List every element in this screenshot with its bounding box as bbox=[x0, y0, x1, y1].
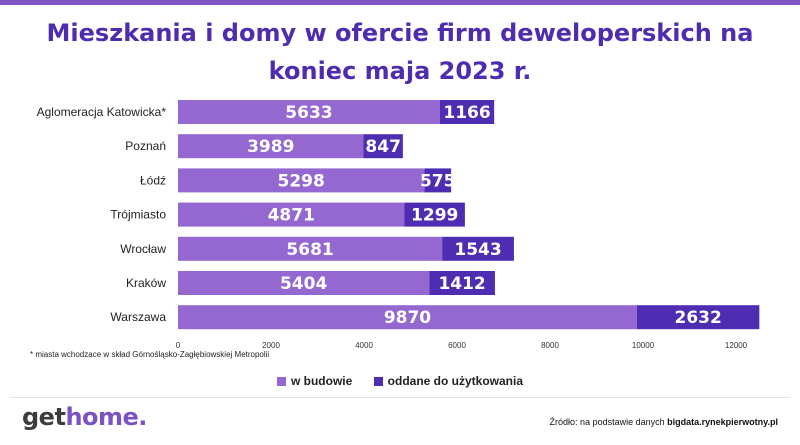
bar-value-label: 575 bbox=[420, 171, 456, 191]
bar-segment bbox=[178, 134, 364, 159]
legend-item-oddane: oddane do użytkowania bbox=[373, 374, 524, 388]
bar-segment bbox=[429, 271, 495, 295]
bar-value-label: 1299 bbox=[411, 206, 458, 226]
legend-item-w-budowie: w budowie bbox=[276, 374, 353, 388]
category-label: Wrocław bbox=[120, 242, 166, 256]
bar-segment bbox=[424, 168, 452, 193]
footnote: * miasta wchodzace w skład Górnośląsko-Z… bbox=[30, 350, 270, 359]
category-label: Trójmiasto bbox=[110, 208, 166, 222]
footer-divider bbox=[10, 397, 790, 398]
bar-value-label: 1412 bbox=[438, 274, 485, 294]
chart-title-line-1: Mieszkania i domy w ofercie firm dewelop… bbox=[46, 19, 754, 47]
bar-value-label: 5298 bbox=[278, 171, 325, 191]
category-label: Kraków bbox=[126, 276, 166, 290]
legend-swatch-w-budowie bbox=[276, 376, 286, 386]
chart-title-line-2: koniec maja 2023 r. bbox=[268, 57, 532, 85]
bar-segment bbox=[636, 305, 760, 330]
bar-value-label: 5404 bbox=[280, 274, 327, 294]
bar-segment bbox=[178, 202, 405, 227]
source-prefix: Źródło: na podstawie danych bbox=[549, 417, 665, 427]
bar-value-label: 847 bbox=[365, 137, 401, 157]
bar-value-label: 3989 bbox=[247, 137, 294, 157]
legend-label-w-budowie: w budowie bbox=[290, 374, 353, 388]
bar-segment bbox=[439, 100, 495, 124]
legend-swatch-oddane bbox=[373, 376, 383, 386]
plot-area: Aglomeracja Katowicka* 5633 1166 Poznań 3989… bbox=[37, 100, 760, 350]
chart-title: Mieszkania i domy w ofercie firm dewelop… bbox=[0, 14, 800, 90]
source-note: Źródło: na podstawie danych bigdata.ryne… bbox=[550, 417, 778, 427]
x-tick-label: 10000 bbox=[632, 341, 655, 350]
legend: w budowie oddane do użytkowania bbox=[0, 374, 800, 389]
legend-label-oddane: oddane do użytkowania bbox=[387, 374, 524, 388]
x-tick-label: 6000 bbox=[448, 341, 466, 350]
bar-segment bbox=[178, 236, 443, 261]
bar-segment bbox=[442, 236, 514, 261]
category-label: Aglomeracja Katowicka* bbox=[37, 105, 167, 119]
bar-value-label: 4871 bbox=[268, 206, 315, 226]
bar-value-label: 9870 bbox=[384, 308, 431, 328]
category-label: Warszawa bbox=[110, 310, 166, 324]
category-label: Łódź bbox=[140, 173, 166, 187]
source-link[interactable]: bigdata.rynekpierwotny.pl bbox=[667, 417, 778, 427]
bar-value-label: 1166 bbox=[443, 103, 490, 123]
category-label: Poznań bbox=[125, 139, 166, 153]
bar-segment bbox=[178, 100, 440, 124]
bar-segment bbox=[363, 134, 403, 159]
x-tick-label: 8000 bbox=[541, 341, 559, 350]
bar-value-label: 5681 bbox=[286, 240, 333, 260]
bar-segment bbox=[178, 168, 425, 193]
bar-value-label: 1543 bbox=[454, 240, 501, 260]
x-tick-label: 4000 bbox=[355, 341, 373, 350]
bar-segment bbox=[404, 202, 465, 227]
bar-value-label: 5633 bbox=[285, 103, 332, 123]
gethome-logo: gethome. bbox=[22, 403, 147, 431]
bar-value-label: 2632 bbox=[674, 308, 721, 328]
x-tick-label: 2000 bbox=[262, 341, 280, 350]
x-tick-label: 0 bbox=[176, 341, 181, 350]
bar-segment bbox=[178, 305, 637, 330]
logo-home: home. bbox=[65, 403, 147, 431]
bar-segment bbox=[178, 271, 430, 295]
logo-get: get bbox=[22, 403, 66, 431]
x-tick-label: 12000 bbox=[725, 341, 748, 350]
